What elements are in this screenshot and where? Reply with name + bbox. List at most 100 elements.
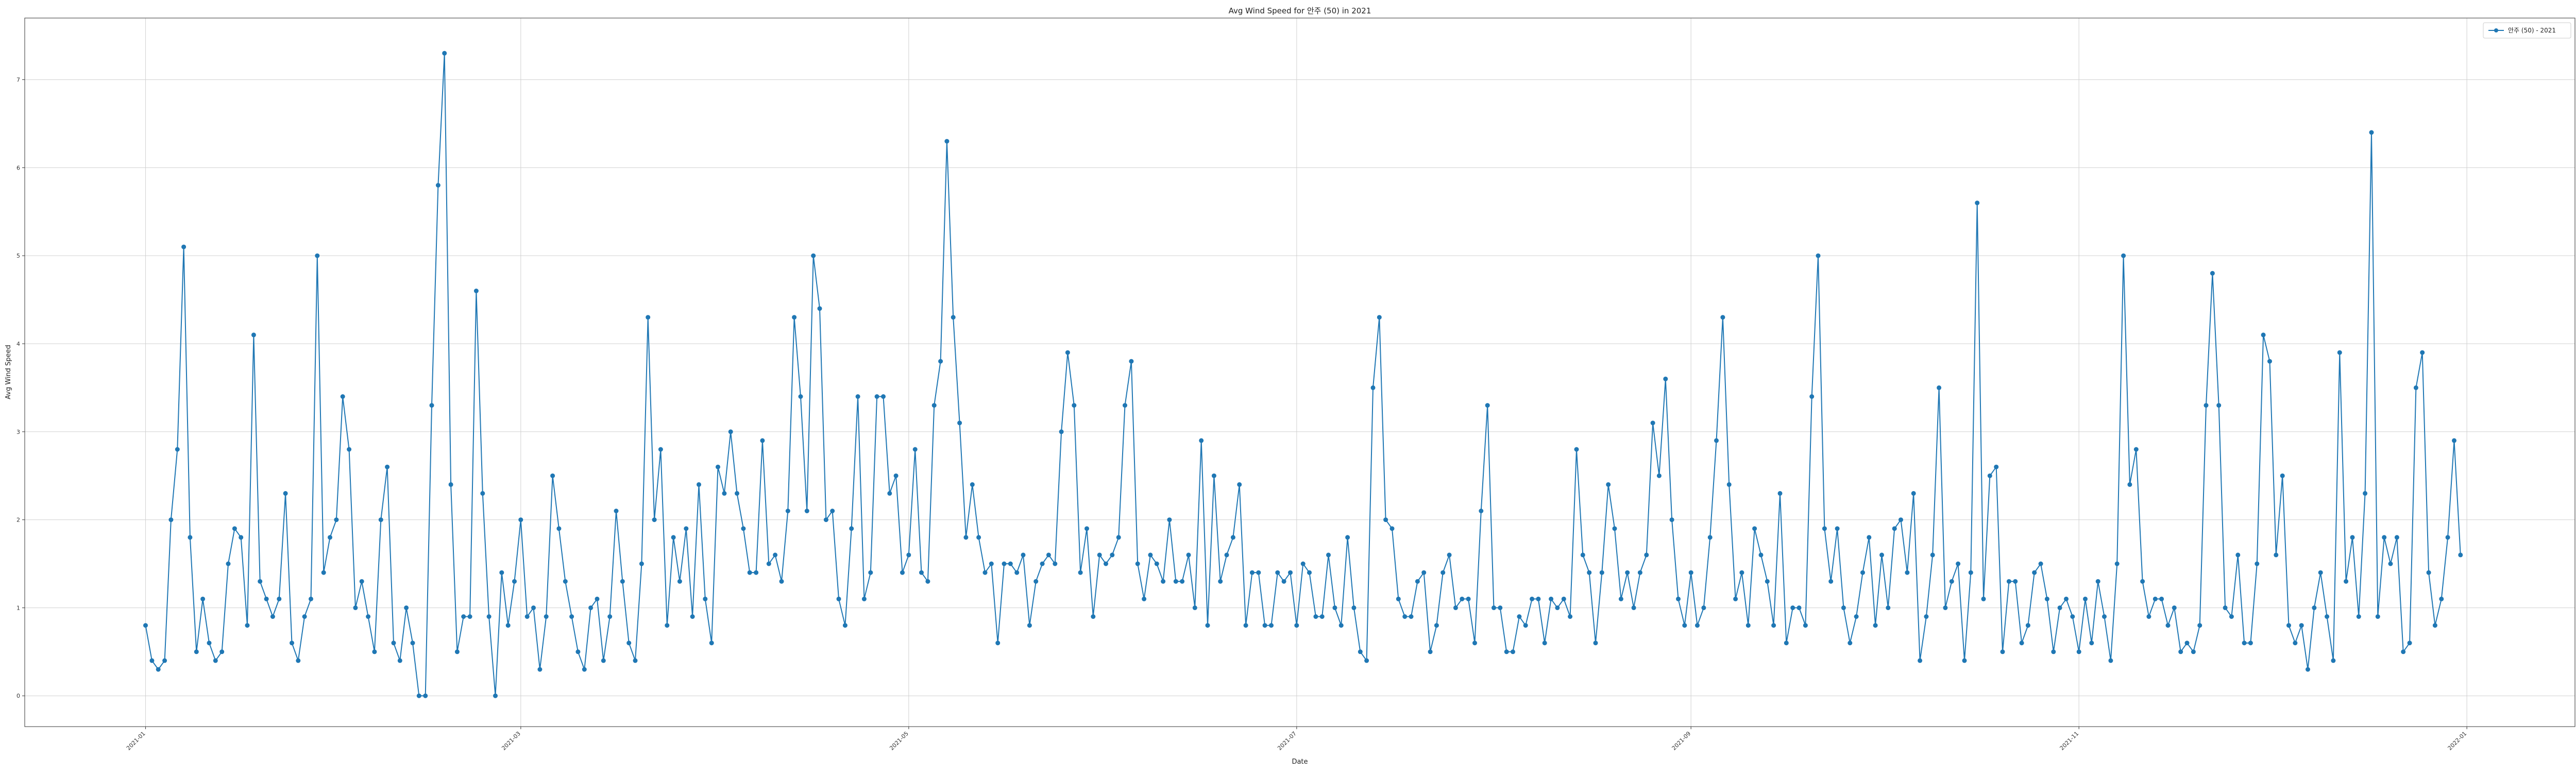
data-point bbox=[1027, 623, 1032, 628]
data-point bbox=[1180, 579, 1185, 584]
data-point bbox=[505, 623, 511, 628]
data-point bbox=[1987, 473, 1992, 478]
data-point bbox=[1370, 385, 1376, 390]
data-point bbox=[1065, 350, 1070, 355]
data-point bbox=[1358, 649, 1363, 654]
data-point bbox=[1593, 641, 1598, 646]
data-point bbox=[524, 614, 530, 619]
data-point bbox=[2299, 623, 2304, 628]
data-point bbox=[1580, 552, 1585, 558]
data-point bbox=[1924, 614, 1929, 619]
data-point bbox=[1294, 623, 1299, 628]
data-point bbox=[2051, 649, 2056, 654]
data-point bbox=[321, 570, 326, 575]
data-point bbox=[1249, 570, 1255, 575]
data-point bbox=[1816, 253, 1821, 258]
data-point bbox=[315, 253, 320, 258]
data-point bbox=[1867, 535, 1872, 540]
data-point bbox=[290, 641, 294, 646]
data-point bbox=[2216, 403, 2222, 408]
data-point bbox=[1542, 641, 1547, 646]
data-point bbox=[1886, 605, 1891, 610]
data-point bbox=[1918, 658, 1923, 663]
data-point bbox=[842, 623, 848, 628]
data-point bbox=[804, 509, 809, 513]
data-point bbox=[480, 491, 485, 496]
data-point bbox=[2000, 649, 2005, 654]
data-point bbox=[1714, 438, 1719, 443]
data-point bbox=[836, 596, 841, 601]
data-point bbox=[823, 517, 828, 523]
data-point bbox=[1599, 570, 1604, 575]
data-point bbox=[874, 394, 879, 399]
data-point bbox=[442, 51, 447, 56]
data-point bbox=[397, 658, 402, 663]
data-point bbox=[811, 253, 816, 258]
data-point bbox=[912, 447, 918, 452]
data-point bbox=[1262, 623, 1267, 628]
data-point bbox=[1777, 491, 1783, 496]
data-point bbox=[588, 605, 594, 610]
data-point bbox=[582, 667, 587, 672]
data-point bbox=[614, 509, 619, 513]
data-point bbox=[2178, 649, 2183, 654]
data-point bbox=[1014, 570, 1020, 575]
data-point bbox=[296, 658, 301, 663]
data-point bbox=[2013, 579, 2018, 584]
data-point bbox=[1199, 438, 1204, 443]
data-point bbox=[2426, 570, 2431, 575]
data-point bbox=[601, 658, 606, 663]
data-point bbox=[1338, 623, 1344, 628]
data-point bbox=[2070, 614, 2075, 619]
data-point bbox=[2439, 596, 2444, 601]
data-point bbox=[887, 491, 892, 496]
data-point bbox=[1084, 526, 1089, 531]
data-point bbox=[773, 552, 778, 558]
data-point bbox=[544, 614, 549, 619]
data-point bbox=[849, 526, 854, 531]
data-point bbox=[970, 482, 975, 487]
data-point bbox=[232, 526, 237, 531]
y-tick-label: 1 bbox=[16, 604, 20, 611]
data-point bbox=[1663, 376, 1668, 381]
data-point bbox=[684, 526, 689, 531]
data-point bbox=[1479, 509, 1484, 513]
data-point bbox=[448, 482, 453, 487]
data-point bbox=[2210, 271, 2215, 276]
y-tick-label: 7 bbox=[16, 77, 20, 83]
data-point bbox=[2363, 491, 2368, 496]
data-point bbox=[2133, 447, 2139, 452]
data-point bbox=[340, 394, 345, 399]
data-point bbox=[2076, 649, 2081, 654]
data-point bbox=[1656, 473, 1662, 478]
data-point bbox=[1091, 614, 1096, 619]
data-point bbox=[709, 641, 714, 646]
data-point bbox=[1848, 641, 1853, 646]
data-point bbox=[531, 605, 536, 610]
data-point bbox=[1033, 579, 1039, 584]
y-tick-label: 4 bbox=[16, 341, 20, 347]
data-point bbox=[817, 306, 822, 311]
data-point bbox=[258, 579, 263, 584]
data-point bbox=[1962, 658, 1967, 663]
data-point bbox=[1135, 561, 1140, 566]
data-point bbox=[2350, 535, 2355, 540]
data-point bbox=[1574, 447, 1579, 452]
data-point bbox=[2006, 579, 2011, 584]
data-point bbox=[1994, 464, 1999, 469]
data-point bbox=[900, 570, 905, 575]
data-point bbox=[1383, 517, 1388, 523]
data-point bbox=[1110, 552, 1115, 558]
data-point bbox=[1364, 658, 1369, 663]
data-point bbox=[563, 579, 568, 584]
y-tick-label: 5 bbox=[16, 253, 20, 259]
data-point bbox=[1300, 561, 1306, 566]
data-point bbox=[156, 667, 161, 672]
data-point bbox=[1899, 517, 1903, 523]
x-axis-label: Date bbox=[1292, 758, 1308, 766]
data-point bbox=[1625, 570, 1630, 575]
data-point bbox=[1129, 359, 1134, 364]
data-point bbox=[2337, 350, 2342, 355]
data-point bbox=[1771, 623, 1776, 628]
grid bbox=[25, 18, 2575, 727]
